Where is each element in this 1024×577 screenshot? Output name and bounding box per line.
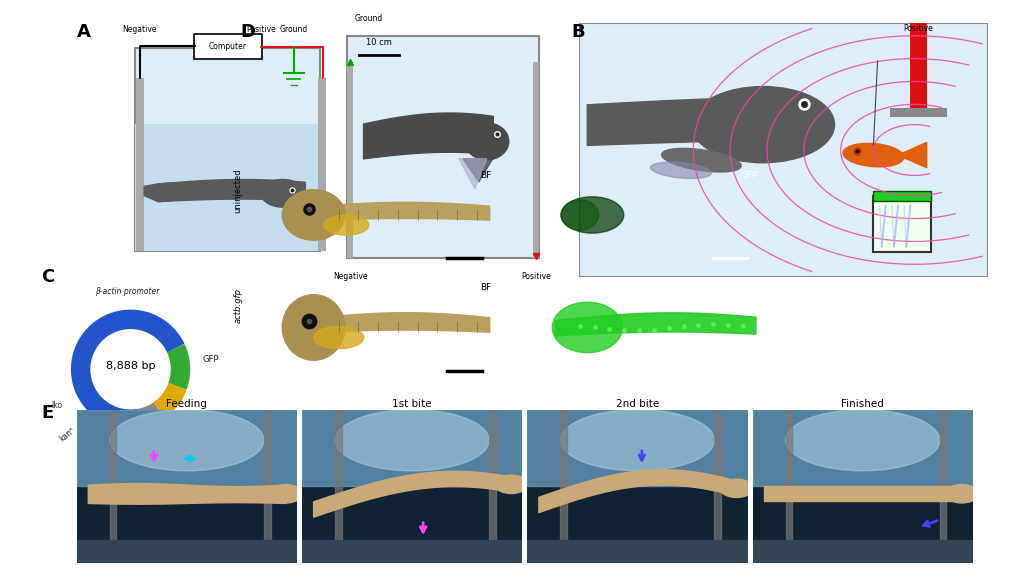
Bar (715, 410, 721, 563)
Bar (910, 23, 927, 112)
Ellipse shape (110, 410, 264, 471)
Polygon shape (463, 159, 493, 182)
Ellipse shape (843, 143, 904, 167)
Text: BF: BF (480, 170, 492, 179)
Title: 1st bite: 1st bite (392, 399, 432, 409)
Bar (785, 410, 793, 563)
Bar (873, 190, 931, 201)
Ellipse shape (335, 410, 489, 471)
Ellipse shape (324, 215, 369, 235)
Ellipse shape (495, 475, 527, 493)
Text: 8,888 bp: 8,888 bp (105, 361, 156, 371)
Bar (77, 410, 297, 486)
Polygon shape (459, 159, 486, 189)
Bar (335, 410, 342, 563)
Ellipse shape (552, 302, 623, 353)
Text: actb:gfp: actb:gfp (233, 288, 243, 323)
Bar (302, 539, 522, 563)
Bar (890, 108, 947, 117)
Ellipse shape (650, 162, 712, 178)
Ellipse shape (313, 327, 364, 349)
Text: BF: BF (480, 283, 492, 292)
Ellipse shape (283, 295, 345, 360)
Ellipse shape (662, 148, 741, 172)
Text: β-actin promoter: β-actin promoter (95, 287, 160, 296)
Ellipse shape (720, 479, 753, 497)
Ellipse shape (691, 87, 835, 163)
Text: D: D (241, 23, 256, 41)
Text: Ground: Ground (355, 13, 383, 23)
Bar (753, 410, 973, 486)
Bar (318, 78, 326, 251)
Bar (940, 410, 946, 563)
Bar (527, 539, 748, 563)
Text: uninjected: uninjected (233, 168, 243, 213)
Ellipse shape (561, 200, 599, 230)
Bar (135, 48, 321, 251)
Text: A: A (77, 23, 91, 41)
Ellipse shape (283, 190, 345, 240)
Text: GFP: GFP (740, 170, 758, 179)
Bar (136, 78, 144, 251)
Title: 2nd bite: 2nd bite (615, 399, 659, 409)
Text: Ground: Ground (280, 25, 308, 34)
Text: E: E (41, 404, 53, 422)
Title: Feeding: Feeding (167, 399, 207, 409)
Ellipse shape (785, 410, 940, 471)
Text: GFP: GFP (740, 283, 758, 292)
Text: Positive: Positive (246, 25, 275, 34)
Polygon shape (144, 184, 158, 201)
Bar (135, 48, 321, 251)
Title: Finished: Finished (842, 399, 884, 409)
Text: Negative: Negative (333, 272, 368, 281)
Bar (527, 410, 748, 486)
Bar (347, 62, 353, 258)
Text: 10 cm: 10 cm (366, 38, 392, 47)
Ellipse shape (465, 123, 509, 160)
Bar (532, 62, 539, 258)
Bar (489, 410, 496, 563)
Ellipse shape (945, 485, 978, 503)
Bar (560, 410, 567, 563)
Ellipse shape (561, 197, 624, 233)
Text: GFP: GFP (203, 355, 219, 364)
Bar (110, 410, 117, 563)
Ellipse shape (560, 410, 715, 471)
Text: B: B (571, 23, 585, 41)
Bar (753, 539, 973, 563)
Bar (873, 196, 931, 252)
Bar (77, 539, 297, 563)
Bar (264, 410, 270, 563)
Text: Positive: Positive (521, 272, 551, 281)
Polygon shape (898, 143, 927, 168)
Text: kanᴿ: kanᴿ (57, 426, 77, 444)
Text: C: C (41, 268, 54, 286)
Text: lko: lko (51, 402, 62, 410)
Ellipse shape (269, 485, 302, 503)
Text: Negative: Negative (123, 25, 157, 34)
Text: Positive: Positive (903, 24, 934, 33)
Text: Computer: Computer (209, 42, 247, 51)
Bar (135, 124, 321, 251)
Bar (302, 410, 522, 486)
Ellipse shape (261, 179, 305, 207)
FancyBboxPatch shape (194, 34, 262, 59)
